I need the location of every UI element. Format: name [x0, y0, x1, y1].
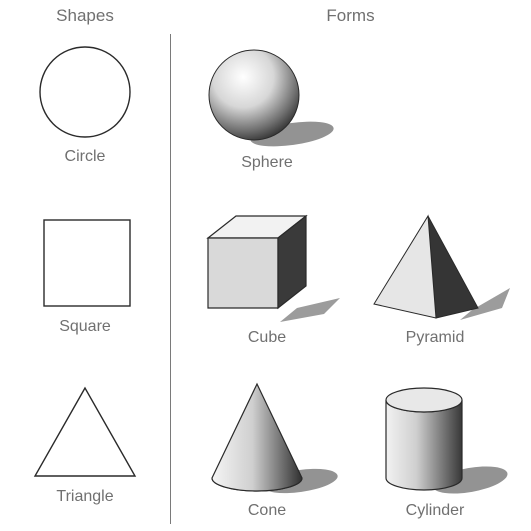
label-cylinder: Cylinder: [406, 502, 465, 520]
page: Shapes Forms Circle Square Triangle: [0, 0, 531, 531]
label-circle: Circle: [65, 148, 106, 166]
square-icon: [30, 210, 140, 314]
label-cone: Cone: [248, 502, 286, 520]
cell-square: Square: [20, 210, 150, 336]
cell-pyramid: Pyramid: [360, 210, 510, 347]
label-triangle: Triangle: [56, 488, 113, 506]
cell-triangle: Triangle: [20, 380, 150, 506]
cell-sphere: Sphere: [192, 40, 342, 172]
circle-icon: [30, 40, 140, 144]
sphere-icon: [192, 40, 342, 150]
label-sphere: Sphere: [241, 154, 293, 172]
cell-cone: Cone: [192, 380, 342, 520]
label-cube: Cube: [248, 329, 286, 347]
label-pyramid: Pyramid: [406, 329, 465, 347]
cell-circle: Circle: [20, 40, 150, 166]
label-square: Square: [59, 318, 111, 336]
heading-forms: Forms: [170, 6, 531, 26]
cell-cube: Cube: [192, 210, 342, 347]
heading-shapes: Shapes: [0, 6, 170, 26]
pyramid-icon: [360, 210, 510, 325]
cube-icon: [192, 210, 342, 325]
cell-cylinder: Cylinder: [360, 380, 510, 520]
triangle-icon: [25, 380, 145, 484]
cone-icon: [192, 380, 342, 498]
cylinder-icon: [360, 380, 510, 498]
header: Shapes Forms: [0, 0, 531, 26]
column-divider: [170, 34, 171, 524]
